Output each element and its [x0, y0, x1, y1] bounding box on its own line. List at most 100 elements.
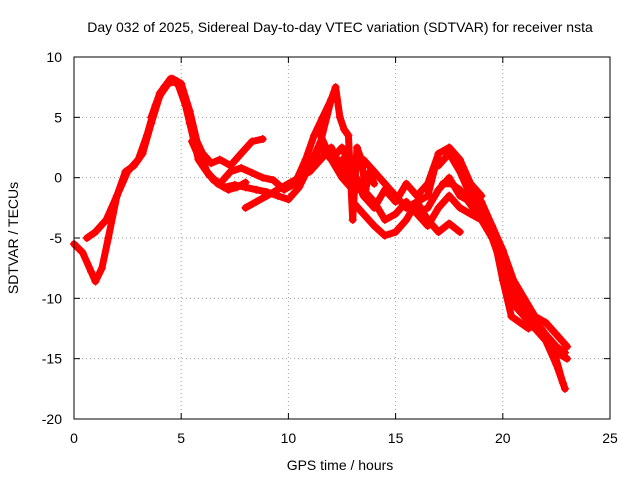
data-point	[353, 143, 362, 152]
data-point	[434, 185, 443, 194]
data-point	[338, 143, 346, 152]
data-point	[121, 167, 130, 176]
data-point	[370, 221, 379, 230]
data-point	[207, 159, 216, 168]
data-point	[305, 161, 314, 170]
data-point	[563, 342, 572, 351]
data-point	[361, 185, 370, 194]
data-point	[295, 173, 304, 182]
data-point	[423, 203, 432, 212]
data-point	[91, 277, 100, 286]
data-point	[252, 185, 261, 194]
data-point	[226, 167, 235, 176]
x-tick-label: 25	[602, 430, 618, 446]
series-group	[70, 74, 572, 393]
data-point	[237, 149, 246, 158]
data-point	[402, 215, 411, 224]
data-point	[541, 318, 550, 327]
data-point	[344, 131, 353, 140]
data-point	[563, 354, 572, 363]
y-tick-label: -20	[42, 411, 62, 427]
data-point	[269, 176, 278, 185]
data-point	[434, 161, 443, 170]
data-point	[273, 185, 282, 194]
data-point	[507, 312, 516, 321]
data-point	[155, 89, 164, 98]
data-point	[423, 191, 432, 200]
data-point	[498, 276, 507, 285]
data-point	[380, 179, 389, 188]
data-point	[177, 83, 186, 92]
data-point	[391, 209, 400, 218]
series-trace	[242, 144, 361, 212]
data-point	[359, 209, 368, 218]
x-tick-label: 15	[388, 430, 404, 446]
data-point	[102, 215, 111, 224]
y-tick-label: -5	[50, 230, 63, 246]
y-tick-label: 10	[46, 49, 62, 65]
data-point	[524, 324, 533, 333]
chart-title: Day 032 of 2025, Sidereal Day-to-day VTE…	[87, 19, 593, 35]
data-point	[445, 219, 454, 228]
data-point	[230, 180, 239, 189]
data-point	[560, 384, 569, 393]
data-point	[370, 179, 379, 188]
data-point	[391, 191, 400, 200]
data-point	[434, 149, 443, 158]
data-point	[445, 191, 454, 200]
data-point	[348, 215, 357, 224]
data-point	[357, 155, 366, 164]
y-tick-label: -10	[42, 290, 62, 306]
data-point	[445, 149, 454, 158]
data-point	[78, 248, 87, 257]
data-point	[327, 95, 336, 104]
data-point	[558, 378, 567, 387]
data-point	[520, 300, 529, 309]
data-point	[185, 119, 194, 128]
data-point	[258, 173, 267, 182]
data-point	[402, 203, 411, 212]
data-point	[541, 330, 550, 339]
y-tick-label: 0	[54, 170, 62, 186]
data-point	[365, 167, 374, 176]
data-point	[97, 264, 106, 273]
data-point	[380, 231, 389, 240]
data-point	[166, 74, 175, 83]
data-point	[533, 318, 542, 327]
x-tick-label: 20	[495, 430, 511, 446]
data-point	[301, 155, 310, 164]
data-point	[423, 215, 432, 224]
data-point	[413, 197, 422, 206]
data-point	[391, 227, 400, 236]
data-point	[258, 135, 267, 144]
data-point	[284, 179, 293, 188]
data-point	[438, 179, 447, 188]
data-point	[147, 113, 156, 122]
y-axis-label: SDTVAR / TECUs	[5, 182, 21, 294]
data-point	[215, 155, 224, 164]
data-point	[560, 348, 569, 357]
data-point	[455, 155, 464, 164]
data-point	[82, 234, 91, 242]
data-point	[447, 179, 456, 188]
data-point	[331, 83, 340, 92]
data-point	[130, 161, 139, 170]
data-point	[209, 176, 218, 185]
data-point	[340, 125, 349, 134]
data-point	[247, 168, 256, 177]
data-point	[434, 203, 443, 212]
data-point	[220, 183, 229, 192]
y-tick-label: 5	[54, 109, 62, 125]
data-point	[104, 234, 113, 242]
data-point	[237, 164, 246, 173]
data-point	[327, 155, 336, 164]
x-tick-label: 10	[281, 430, 297, 446]
data-point	[241, 183, 250, 192]
data-point	[284, 195, 293, 204]
data-point	[552, 330, 561, 339]
x-axis-label: GPS time / hours	[287, 457, 394, 473]
data-point	[338, 155, 346, 164]
data-point	[464, 197, 473, 206]
data-point	[316, 137, 325, 146]
